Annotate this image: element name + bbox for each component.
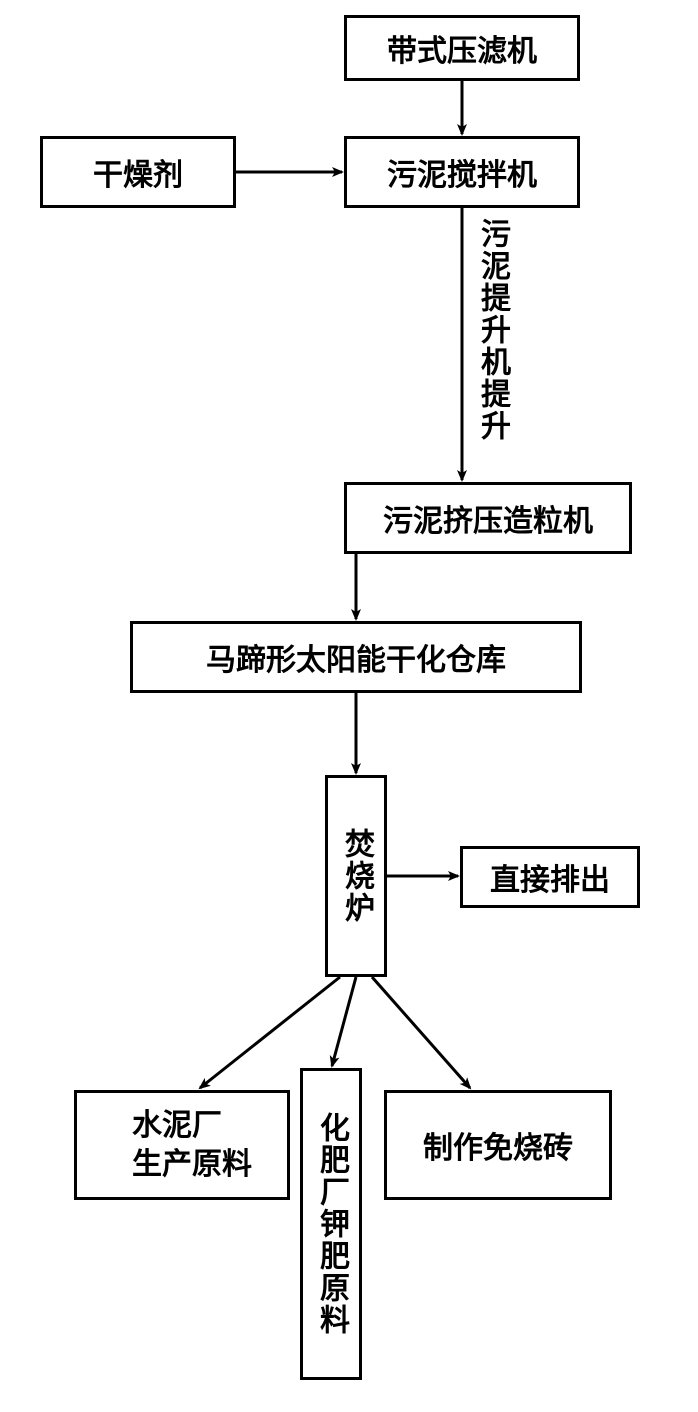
node-label-line2: 生产原料 xyxy=(132,1145,252,1184)
node-label-line1: 水泥厂 xyxy=(132,1106,222,1145)
node-label: 化肥厂钾肥原料 xyxy=(309,1112,353,1336)
node-granulator: 污泥挤压造粒机 xyxy=(344,482,632,554)
node-belt-filter: 带式压滤机 xyxy=(344,15,580,81)
node-label: 污泥搅拌机 xyxy=(387,150,537,194)
node-direct-out: 直接排出 xyxy=(460,846,640,908)
node-label: 带式压滤机 xyxy=(387,26,537,70)
node-label: 马蹄形太阳能干化仓库 xyxy=(206,635,506,679)
node-mixer: 污泥搅拌机 xyxy=(344,136,580,208)
node-brick: 制作免烧砖 xyxy=(384,1090,612,1200)
node-fertilizer: 化肥厂钾肥原料 xyxy=(300,1068,362,1380)
node-label: 干燥剂 xyxy=(93,150,183,194)
node-label: 制作免烧砖 xyxy=(423,1123,573,1167)
node-incinerator: 焚烧炉 xyxy=(325,775,387,977)
node-warehouse: 马蹄形太阳能干化仓库 xyxy=(130,621,582,693)
edge-label-elevator: 污泥提升机提升 xyxy=(470,218,514,450)
node-label: 焚烧炉 xyxy=(334,828,378,924)
node-label: 直接排出 xyxy=(490,855,610,899)
node-cement: 水泥厂 生产原料 xyxy=(74,1090,290,1200)
node-desiccant: 干燥剂 xyxy=(40,136,236,208)
node-label: 污泥挤压造粒机 xyxy=(383,496,593,540)
